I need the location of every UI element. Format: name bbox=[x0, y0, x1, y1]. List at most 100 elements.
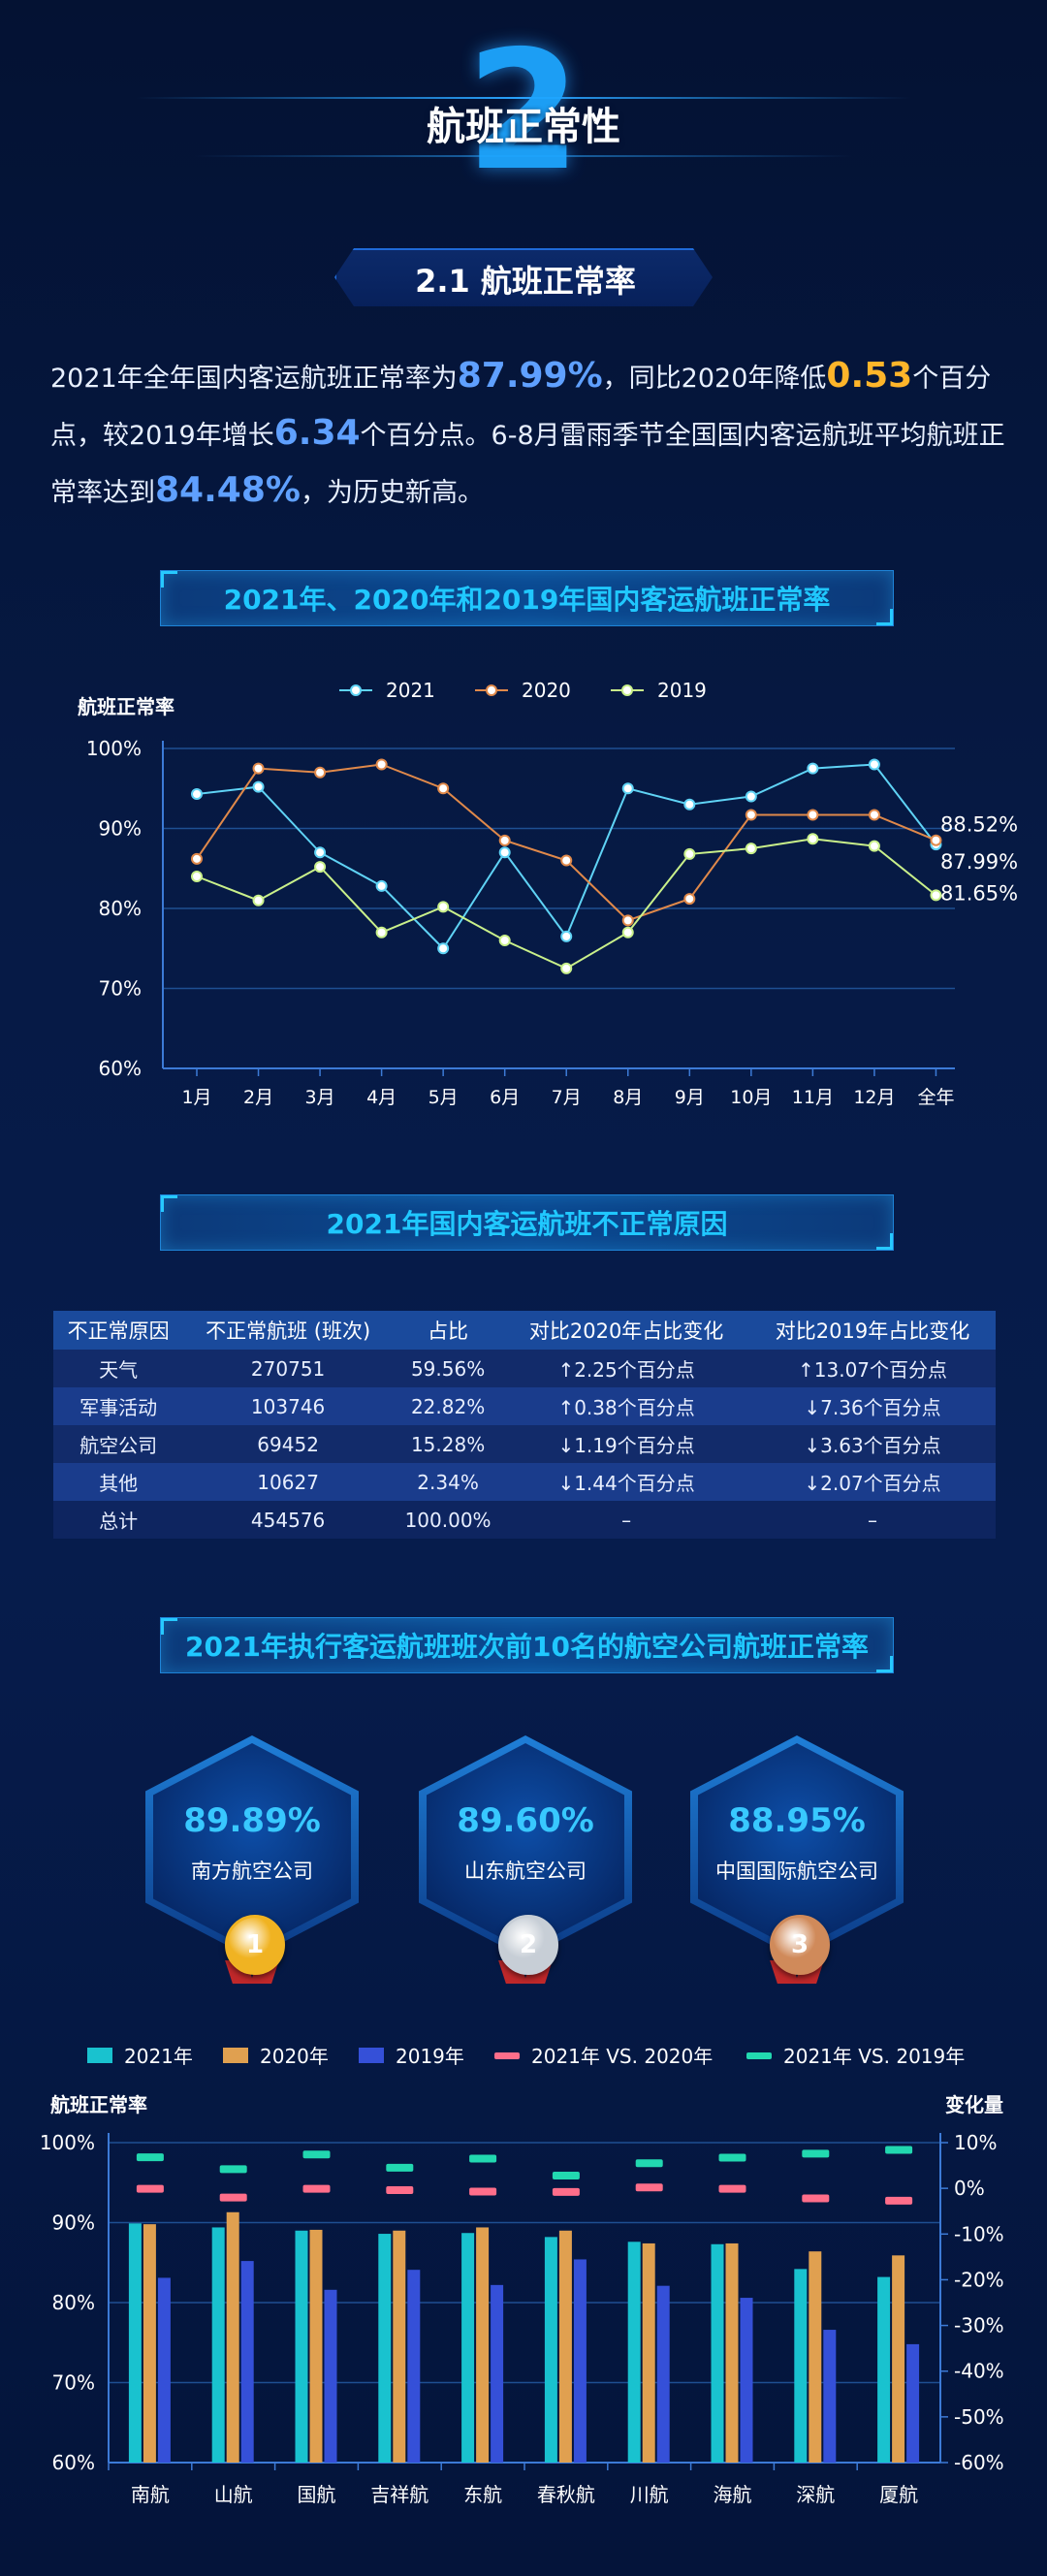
section-number: 2 bbox=[465, 16, 582, 207]
table-cell-count: 69452 bbox=[183, 1425, 394, 1463]
bar-2021年 bbox=[461, 2233, 475, 2463]
legend-label: 2021年 bbox=[124, 2045, 193, 2068]
table-cell-vs2019: ↑13.07个百分点 bbox=[749, 1350, 996, 1387]
y-tick-label: 60% bbox=[52, 2451, 95, 2474]
legend-label: 2020年 bbox=[260, 2045, 329, 2068]
subsection-badge: 2.1 航班正常率 bbox=[334, 248, 713, 306]
legend-label: 2019年 bbox=[396, 2045, 464, 2068]
data-point bbox=[560, 962, 573, 974]
y-tick-label: 100% bbox=[40, 2131, 95, 2154]
bar-2021年 bbox=[211, 2227, 225, 2463]
legend-swatch bbox=[87, 2048, 112, 2063]
y2-tick-label: -60% bbox=[954, 2451, 1004, 2474]
medal-icon: 1 bbox=[225, 1915, 285, 1975]
table-cell-share: 22.82% bbox=[393, 1387, 504, 1425]
table-cell-count: 270751 bbox=[183, 1350, 394, 1387]
highlight-value: 0.53 bbox=[826, 356, 913, 396]
bar-2021年 bbox=[295, 2230, 308, 2463]
y-tick-label: 100% bbox=[86, 737, 142, 760]
legend-label: 2019 bbox=[657, 679, 707, 702]
line-chart-title: 2021年、2020年和2019年国内客运航班正常率 bbox=[160, 570, 894, 626]
legend-swatch bbox=[746, 2052, 772, 2059]
y2-axis-label: 变化量 bbox=[945, 2093, 1003, 2116]
table-cell-share: 2.34% bbox=[393, 1463, 504, 1501]
marker-2021年 VS. 2019年 bbox=[802, 2149, 830, 2158]
table-cell-count: 103746 bbox=[183, 1387, 394, 1425]
x-tick-label: 2月 bbox=[243, 1087, 273, 1108]
bar-2019年 bbox=[157, 2277, 171, 2463]
bar-2021年 bbox=[378, 2234, 392, 2463]
legend-label: 2021年 VS. 2019年 bbox=[783, 2045, 965, 2068]
table-title: 2021年国内客运航班不正常原因 bbox=[160, 1194, 894, 1251]
y-axis-label: 航班正常率 bbox=[78, 695, 174, 718]
table-header-row: 不正常原因 不正常航班 (班次) 占比 对比2020年占比变化 对比2019年占比变化 bbox=[53, 1311, 996, 1350]
y2-tick-label: 0% bbox=[954, 2177, 985, 2200]
bar-2020年 bbox=[642, 2242, 655, 2463]
marker-2021年 VS. 2020年 bbox=[635, 2183, 663, 2192]
end-value-label: 81.65% bbox=[940, 881, 1018, 905]
data-point bbox=[560, 854, 573, 867]
x-tick-label: 东航 bbox=[463, 2483, 502, 2506]
data-point bbox=[191, 852, 203, 865]
x-tick-label: 川航 bbox=[630, 2483, 669, 2506]
intro-text: ，为历史新高。 bbox=[300, 478, 484, 508]
marker-2021年 VS. 2020年 bbox=[802, 2194, 830, 2203]
marker-2021年 VS. 2019年 bbox=[219, 2165, 247, 2174]
header-glow-line bbox=[136, 97, 911, 99]
data-point bbox=[252, 762, 265, 775]
intro-text: 2021年全年国内客运航班正常率为 bbox=[50, 364, 458, 394]
airline-rate: 88.95% bbox=[728, 1801, 866, 1840]
airlines-title: 2021年执行客运航班班次前10名的航空公司航班正常率 bbox=[160, 1617, 894, 1673]
bar-2019年 bbox=[823, 2330, 837, 2463]
marker-2021年 VS. 2019年 bbox=[386, 2163, 414, 2172]
intro-text: 个百分点。6-8月雷雨季节全国国内客运航班平均航班正常率达到 bbox=[50, 421, 1005, 508]
data-point bbox=[437, 942, 450, 955]
marker-2021年 VS. 2019年 bbox=[469, 2154, 497, 2163]
airline-rate: 89.60% bbox=[457, 1801, 594, 1840]
data-point bbox=[375, 926, 388, 938]
table-cell-cause: 其他 bbox=[53, 1463, 184, 1501]
data-point bbox=[745, 843, 757, 855]
y2-tick-label: -20% bbox=[954, 2268, 1004, 2291]
data-point bbox=[868, 758, 880, 771]
bar-2019年 bbox=[407, 2270, 421, 2463]
marker-2021年 VS. 2020年 bbox=[885, 2196, 913, 2205]
legend-label: 2021 bbox=[386, 679, 435, 702]
x-tick-label: 6月 bbox=[490, 1087, 520, 1108]
x-tick-label: 4月 bbox=[366, 1087, 397, 1108]
bar-2019年 bbox=[740, 2298, 753, 2463]
marker-2021年 VS. 2020年 bbox=[386, 2186, 414, 2195]
y-tick-label: 70% bbox=[99, 977, 142, 1001]
data-point bbox=[252, 780, 265, 793]
bar-2020年 bbox=[476, 2227, 490, 2463]
airline-card: 89.60% 山东航空公司 2 bbox=[419, 1735, 632, 1984]
bar-2019年 bbox=[906, 2343, 920, 2463]
y-tick-label: 60% bbox=[99, 1057, 142, 1080]
data-point bbox=[868, 840, 880, 852]
data-point bbox=[437, 901, 450, 913]
table-cell-cause: 天气 bbox=[53, 1350, 184, 1387]
table-cell-share: 100.00% bbox=[393, 1501, 504, 1539]
data-point bbox=[683, 847, 696, 860]
y-axis-label: 航班正常率 bbox=[50, 2093, 147, 2116]
data-point bbox=[807, 833, 819, 845]
table-cell-share: 59.56% bbox=[393, 1350, 504, 1387]
data-point bbox=[807, 809, 819, 821]
bar-2021年 bbox=[711, 2243, 724, 2463]
bar-2020年 bbox=[309, 2229, 323, 2463]
y-tick-label: 90% bbox=[99, 817, 142, 841]
data-point bbox=[683, 798, 696, 811]
table-row: 军事活动 103746 22.82% ↑0.38个百分点 ↓7.36个百分点 bbox=[53, 1387, 996, 1425]
legend-swatch bbox=[359, 2048, 384, 2063]
table-row: 航空公司 69452 15.28% ↓1.19个百分点 ↓3.63个百分点 bbox=[53, 1425, 996, 1463]
marker-2021年 VS. 2019年 bbox=[136, 2153, 164, 2162]
bar-2020年 bbox=[143, 2224, 156, 2463]
bar-2021年 bbox=[794, 2269, 808, 2463]
header-glow-line-2 bbox=[194, 155, 853, 157]
x-tick-label: 深航 bbox=[796, 2483, 835, 2506]
bar-2020年 bbox=[226, 2211, 239, 2463]
table-cell-vs2020: ↓1.44个百分点 bbox=[503, 1463, 750, 1501]
medal-icon: 2 bbox=[498, 1915, 558, 1975]
x-tick-label: 厦航 bbox=[879, 2483, 918, 2506]
x-tick-label: 3月 bbox=[305, 1087, 335, 1108]
